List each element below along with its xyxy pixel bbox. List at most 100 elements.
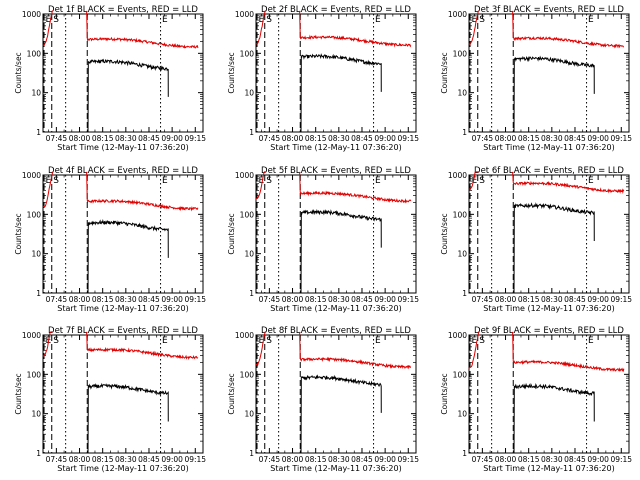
event-marker-label: E (46, 15, 52, 25)
y-tick-label: 1 (36, 289, 41, 298)
panel-title: Det 2f BLACK = Events, RED = LLD (261, 5, 411, 15)
y-axis-label: Counts/sec (14, 52, 23, 93)
chart-panel-9: Det 9f BLACK = Events, RED = LLD 1 10 100 10… (440, 326, 632, 473)
lld-series-pre (255, 171, 266, 200)
event-marker-label: S (266, 176, 272, 186)
lld-series (512, 331, 625, 373)
plot-frame (255, 174, 417, 294)
y-tick-label: 1000 (448, 10, 467, 19)
y-axis-label: Counts/sec (440, 52, 449, 93)
x-tick-label: 08:45 (138, 455, 160, 464)
y-axis-label: Counts/sec (440, 373, 449, 414)
x-tick-label: 09:15 (610, 455, 632, 464)
plot-frame (468, 13, 630, 133)
x-tick-label: 09:15 (397, 134, 419, 143)
x-tick-label: 08:45 (351, 134, 373, 143)
panel-title: Det 4f BLACK = Events, RED = LLD (48, 166, 198, 176)
x-tick-label: 08:30 (115, 134, 137, 143)
lld-series (512, 171, 625, 195)
x-tick-label: 08:15 (305, 455, 327, 464)
panel-title: Det 9f BLACK = Events, RED = LLD (474, 326, 624, 336)
events-series (87, 58, 169, 133)
plot-frame (42, 13, 204, 133)
x-tick-label: 08:00 (69, 455, 91, 464)
x-tick-label: 08:15 (92, 455, 114, 464)
event-marker-label: E (588, 336, 594, 346)
x-tick-label: 09:15 (610, 134, 632, 143)
chart-panel-4: Det 4f BLACK = Events, RED = LLD 1 10 100 10… (14, 166, 206, 313)
panel-title: Det 1f BLACK = Events, RED = LLD (48, 5, 198, 15)
x-tick-label: 07:45 (472, 295, 494, 304)
x-axis-label: Start Time (12-May-11 07:36:20) (270, 143, 401, 152)
chart-panel-8: Det 8f BLACK = Events, RED = LLD 1 10 100 10… (227, 326, 419, 473)
x-tick-label: 07:45 (259, 455, 281, 464)
y-tick-label: 1 (36, 128, 41, 137)
lld-series-pre (255, 10, 266, 45)
y-tick-label: 10 (244, 250, 254, 259)
y-axis-label: Counts/sec (14, 373, 23, 414)
events-series (87, 219, 169, 294)
chart-panel-6: Det 6f BLACK = Events, RED = LLD 1 10 100 10… (440, 166, 632, 313)
chart-panel-2: Det 2f BLACK = Events, RED = LLD 1 10 100 10… (227, 5, 419, 152)
event-marker-label: E (375, 336, 381, 346)
lld-series-pre (42, 331, 53, 358)
x-tick-label: 09:15 (397, 295, 419, 304)
y-tick-label: 100 (453, 210, 468, 219)
y-tick-label: 10 (31, 250, 41, 259)
y-tick-label: 1000 (448, 171, 467, 180)
y-tick-label: 100 (453, 49, 468, 58)
event-marker-label: E (259, 336, 265, 346)
panel-title: Det 8f BLACK = Events, RED = LLD (261, 326, 411, 336)
y-axis-label: Counts/sec (440, 213, 449, 254)
event-marker-label: E (259, 176, 265, 186)
y-tick-label: 1000 (22, 171, 41, 180)
y-tick-label: 1 (36, 449, 41, 458)
event-marker-label: E (375, 176, 381, 186)
x-tick-label: 08:30 (115, 455, 137, 464)
x-tick-label: 08:00 (69, 295, 91, 304)
x-tick-label: 09:00 (374, 134, 396, 143)
y-tick-label: 1000 (235, 10, 254, 19)
chart-panel-1: Det 1f BLACK = Events, RED = LLD 1 10 100 10… (14, 5, 206, 152)
event-marker-label: E (162, 15, 168, 25)
x-tick-label: 08:45 (138, 134, 160, 143)
event-marker-label: E (162, 176, 168, 186)
x-tick-label: 09:00 (374, 295, 396, 304)
x-tick-label: 08:15 (305, 134, 327, 143)
x-tick-label: 08:15 (518, 134, 540, 143)
y-tick-label: 1 (249, 449, 254, 458)
plot-frame (42, 334, 204, 454)
y-tick-label: 1000 (235, 171, 254, 180)
event-marker-label: S (479, 336, 485, 346)
x-tick-label: 08:00 (282, 134, 304, 143)
y-tick-label: 1 (249, 128, 254, 137)
x-tick-label: 07:45 (472, 455, 494, 464)
event-marker-label: E (259, 15, 265, 25)
event-marker-label: E (46, 176, 52, 186)
plot-frame (468, 334, 630, 454)
x-tick-label: 08:30 (115, 295, 137, 304)
events-series (513, 202, 595, 294)
y-tick-label: 100 (240, 370, 255, 379)
events-series (87, 382, 169, 454)
panel-title: Det 3f BLACK = Events, RED = LLD (474, 5, 624, 15)
x-tick-label: 08:15 (305, 295, 327, 304)
chart-panel-5: Det 5f BLACK = Events, RED = LLD 1 10 100 10… (227, 166, 419, 313)
y-axis-label: Counts/sec (227, 213, 236, 254)
events-series (300, 53, 382, 133)
events-series (300, 209, 382, 294)
y-tick-label: 100 (453, 370, 468, 379)
x-axis-label: Start Time (12-May-11 07:36:20) (270, 464, 401, 473)
lld-series (86, 331, 199, 360)
event-marker-label: E (588, 176, 594, 186)
event-marker-label: S (266, 15, 272, 25)
x-tick-label: 09:00 (587, 295, 609, 304)
y-tick-label: 1 (462, 449, 467, 458)
event-marker-label: S (53, 176, 59, 186)
panel-title: Det 6f BLACK = Events, RED = LLD (474, 166, 624, 176)
x-tick-label: 07:45 (259, 134, 281, 143)
event-marker-label: S (53, 336, 59, 346)
x-tick-label: 08:15 (92, 134, 114, 143)
x-tick-label: 09:00 (374, 455, 396, 464)
